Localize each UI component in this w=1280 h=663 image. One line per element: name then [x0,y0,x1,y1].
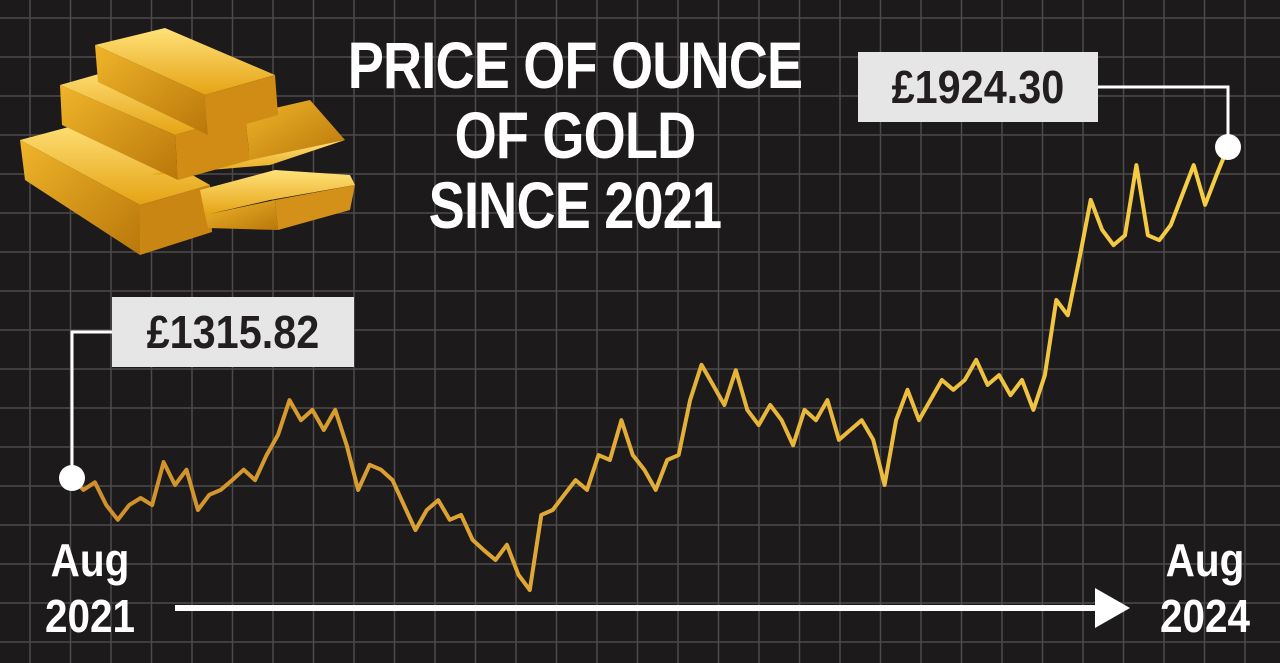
connectors [70,85,1230,478]
end-label: £1924.30 [891,61,1065,113]
start-point [59,465,85,491]
gold-bars [20,28,355,255]
x-label: Aug 2021 [44,534,136,642]
start-label-box: £1315.82 [112,297,354,367]
start-label: £1315.82 [146,306,320,358]
timeline-arrow [175,588,1130,628]
end-point [1215,134,1241,160]
price-line [70,146,1230,592]
x-label: Aug 2024 [1159,534,1251,642]
end-label-box: £1924.30 [858,52,1098,122]
title: PRICE OF OUNCE OF GOLD SINCE 2021 [347,28,803,242]
